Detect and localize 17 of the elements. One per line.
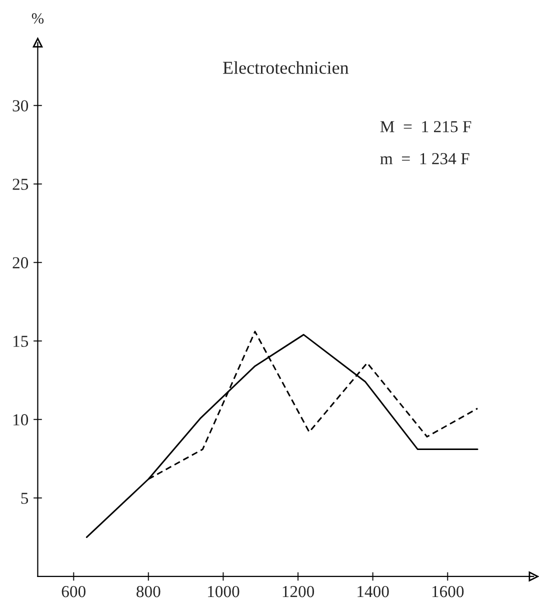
annotation: m = 1 234 F <box>380 153 470 164</box>
x-tick-label: 1200 <box>282 586 314 598</box>
y-tick-label: 20 <box>12 257 28 268</box>
annotation: M = 1 215 F <box>380 121 472 132</box>
x-tick-label: 800 <box>136 586 160 598</box>
y-tick-label: 10 <box>14 414 28 426</box>
x-tick-label: 600 <box>62 586 86 598</box>
y-tick-label: 30 <box>12 100 28 112</box>
x-tick-label: 1400 <box>358 586 389 598</box>
y-tick-label: 25 <box>12 178 28 190</box>
y-axis-title: % <box>32 13 44 24</box>
x-tick-label: 1000 <box>208 586 240 598</box>
y-tick-label: 15 <box>14 336 28 347</box>
y-tick-label: 5 <box>21 492 28 504</box>
x-tick-label: 1600 <box>432 586 464 598</box>
line-series <box>86 334 478 538</box>
text: Electrotechnicien <box>223 61 349 74</box>
